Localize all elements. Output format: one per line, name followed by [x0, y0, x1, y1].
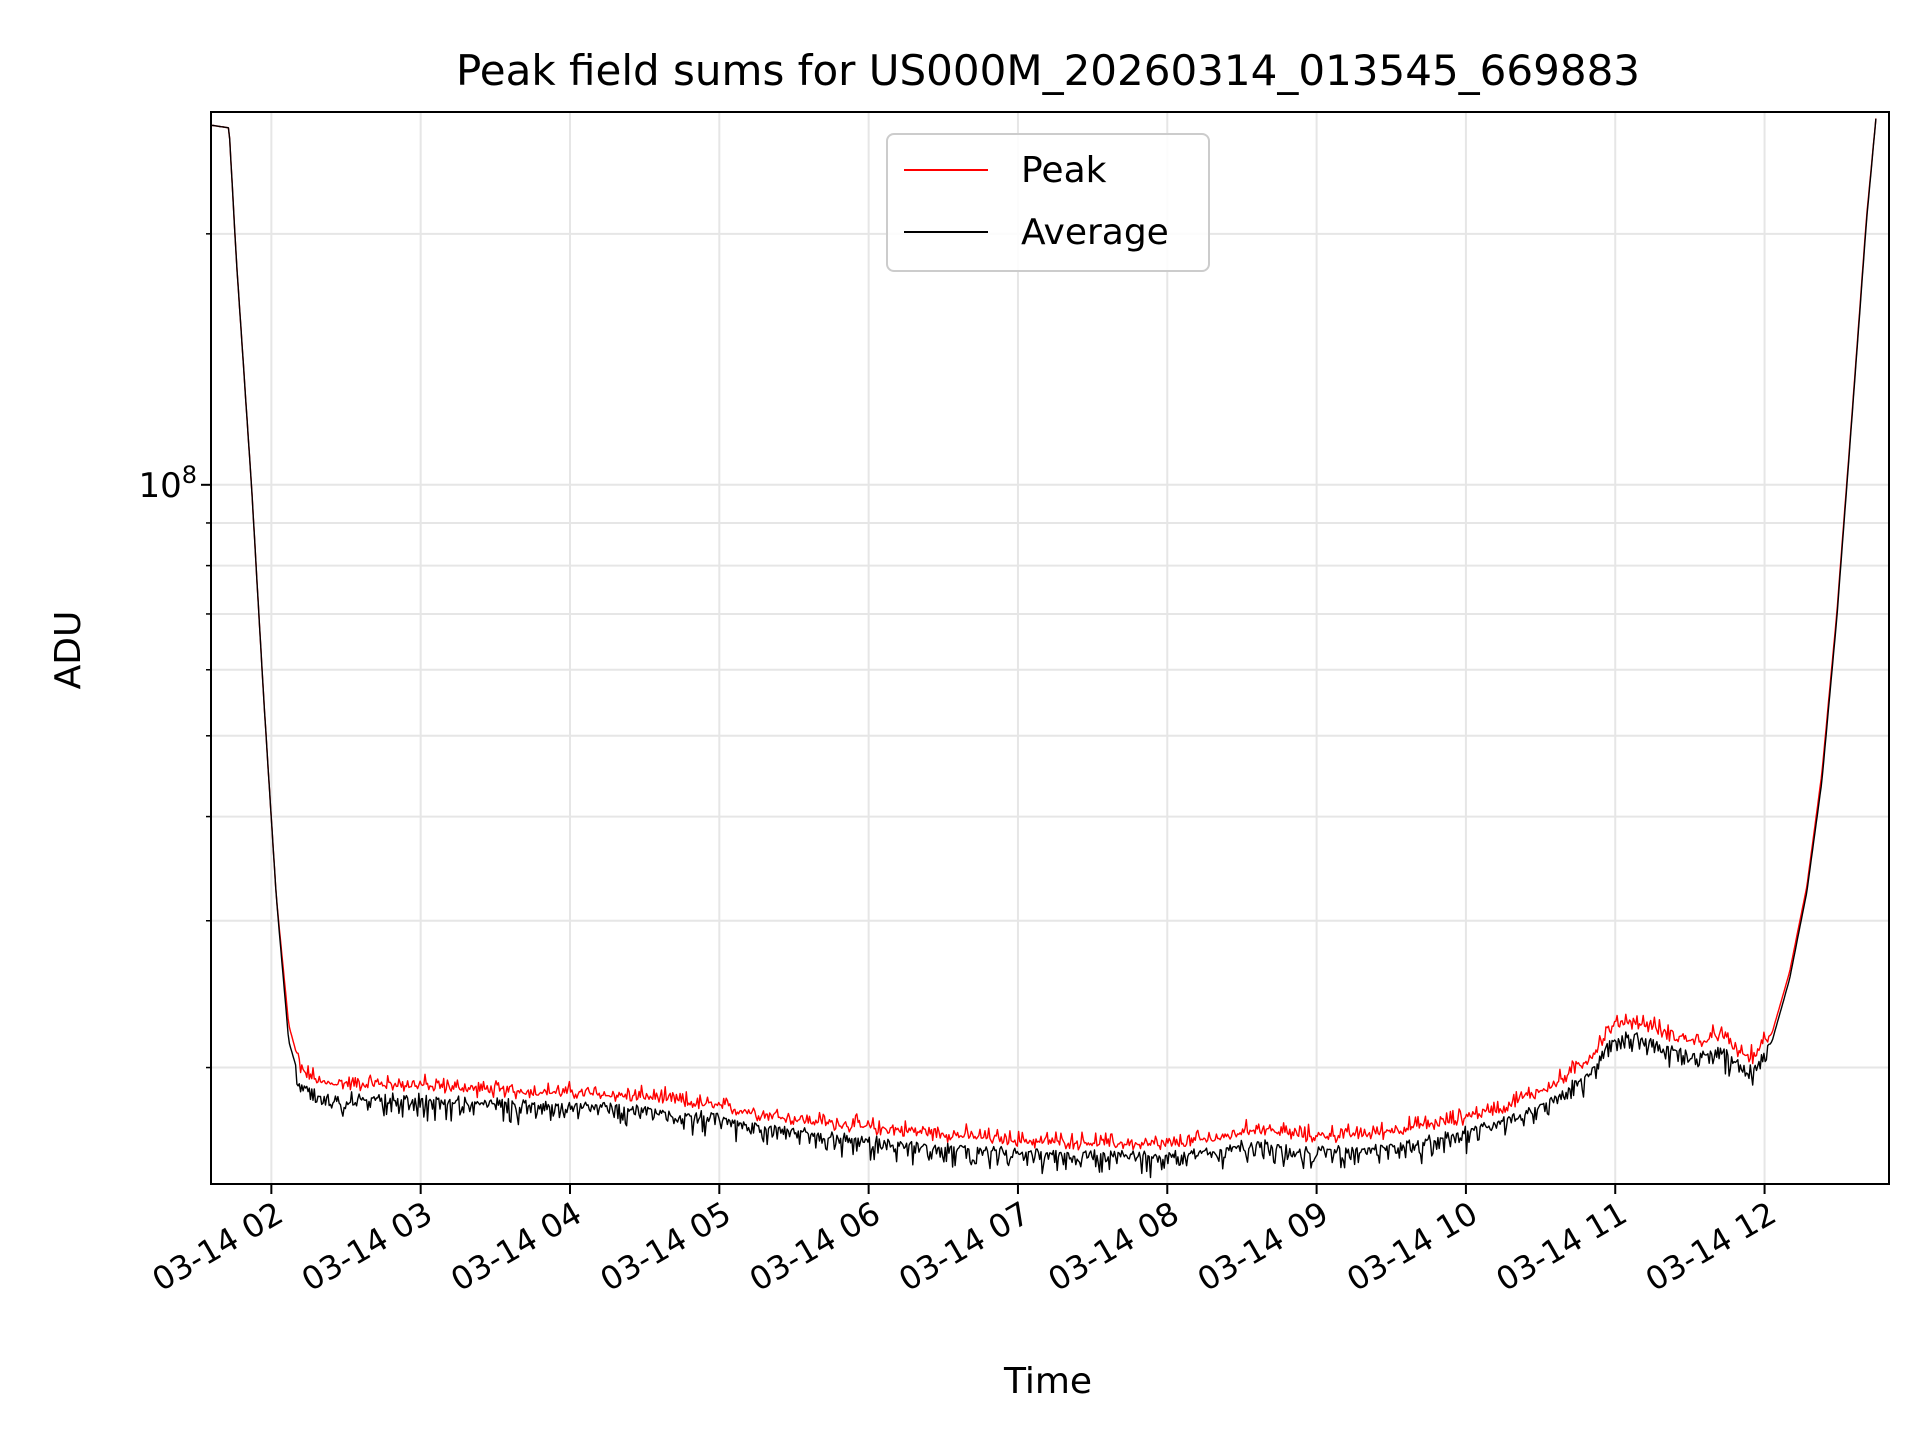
y-axis-label: ADU — [48, 611, 89, 690]
plot-frame — [210, 111, 1890, 1185]
series-lines — [210, 118, 1877, 1179]
series-line-average — [210, 118, 1877, 1179]
legend-label-peak: Peak — [1021, 150, 1107, 191]
legend: Peak Average — [886, 133, 1210, 272]
series-line-peak — [210, 118, 1877, 1151]
grid-lines — [211, 112, 1889, 1184]
chart-title: Peak field sums for US000M_20260314_0135… — [456, 46, 1640, 95]
legend-box — [886, 133, 1210, 272]
legend-label-average: Average — [1021, 212, 1169, 253]
y-tick-label: 108 — [138, 461, 197, 506]
x-axis-label: Time — [1003, 1361, 1092, 1402]
